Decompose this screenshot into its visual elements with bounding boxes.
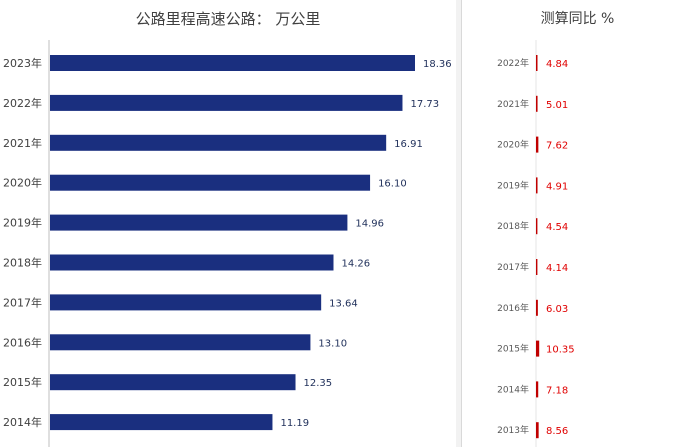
growth-bar [536, 177, 538, 194]
value-label: 12.35 [304, 378, 333, 389]
value-label: 7.62 [546, 141, 568, 152]
category-label: 2023年 [3, 56, 42, 70]
mileage-bar [50, 55, 415, 71]
category-label: 2017年 [3, 295, 42, 309]
value-label: 17.73 [410, 99, 439, 110]
left-chart-title: 公路里程高速公路： 万公里 [135, 10, 321, 28]
highway-mileage-chart: 2023年 18.36 2022年 17.73 2021年 16.91 2020年 16.10… [3, 40, 452, 447]
category-label: 2019年 [497, 179, 529, 191]
mileage-bar [50, 254, 334, 271]
mileage-bar [50, 294, 322, 311]
value-label: 13.64 [329, 298, 358, 309]
category-label: 2015年 [3, 375, 42, 389]
category-label: 2015年 [497, 343, 529, 355]
mileage-bar [50, 414, 273, 431]
value-label: 18.36 [423, 59, 452, 70]
yoy-growth-chart: 2022年 4.84 2021年 5.01 2020年 7.62 2019年 4.91 2018… [497, 40, 575, 447]
value-label: 14.26 [341, 259, 370, 270]
growth-bar [536, 136, 539, 153]
value-label: 6.03 [546, 304, 568, 315]
category-label: 2016年 [497, 302, 529, 314]
mileage-bar [50, 374, 296, 391]
category-label: 2020年 [3, 176, 42, 190]
value-label: 5.01 [546, 100, 568, 111]
mileage-bar [50, 174, 371, 191]
value-label: 14.96 [355, 219, 384, 230]
category-label: 2019年 [3, 216, 42, 230]
left-chart-panel: 公路里程高速公路： 万公里 2023年 18.36 2022年 17.73 2021年 1… [3, 10, 452, 447]
value-label: 4.84 [546, 59, 568, 70]
value-label: 7.18 [546, 385, 568, 396]
category-label: 2022年 [3, 96, 42, 110]
category-label: 2014年 [3, 415, 42, 429]
category-label: 2020年 [497, 139, 529, 151]
value-label: 10.35 [546, 345, 575, 356]
growth-bar [536, 55, 538, 71]
value-label: 4.91 [546, 181, 568, 192]
value-label: 4.54 [546, 222, 568, 233]
mileage-bar [50, 134, 387, 151]
category-label: 2014年 [497, 383, 529, 395]
panel-divider [456, 0, 461, 447]
mileage-bar [50, 334, 311, 351]
growth-bar [536, 381, 539, 398]
mileage-bar [50, 214, 348, 231]
growth-bar [536, 340, 540, 357]
category-label: 2017年 [497, 261, 529, 273]
growth-bar [536, 299, 538, 316]
value-label: 8.56 [546, 426, 568, 437]
value-label: 11.19 [280, 418, 309, 429]
category-label: 2021年 [3, 136, 42, 150]
value-label: 13.10 [318, 338, 347, 349]
category-label: 2022年 [497, 57, 529, 69]
right-chart-panel: 测算同比 % 2022年 4.84 2021年 5.01 2020年 7.62 2019年 4… [461, 0, 692, 447]
value-label: 16.10 [378, 179, 407, 190]
category-label: 2013年 [497, 424, 529, 436]
category-label: 2018年 [497, 220, 529, 232]
growth-bar [536, 259, 538, 275]
value-label: 16.91 [394, 139, 423, 150]
category-label: 2021年 [497, 98, 529, 110]
value-label: 4.14 [546, 263, 568, 274]
growth-bar [536, 422, 539, 439]
category-label: 2018年 [3, 256, 42, 270]
category-label: 2016年 [3, 335, 42, 349]
mileage-bar [50, 94, 403, 111]
right-chart-title: 测算同比 % [540, 11, 615, 27]
growth-bar [536, 95, 538, 112]
growth-bar [536, 218, 538, 235]
